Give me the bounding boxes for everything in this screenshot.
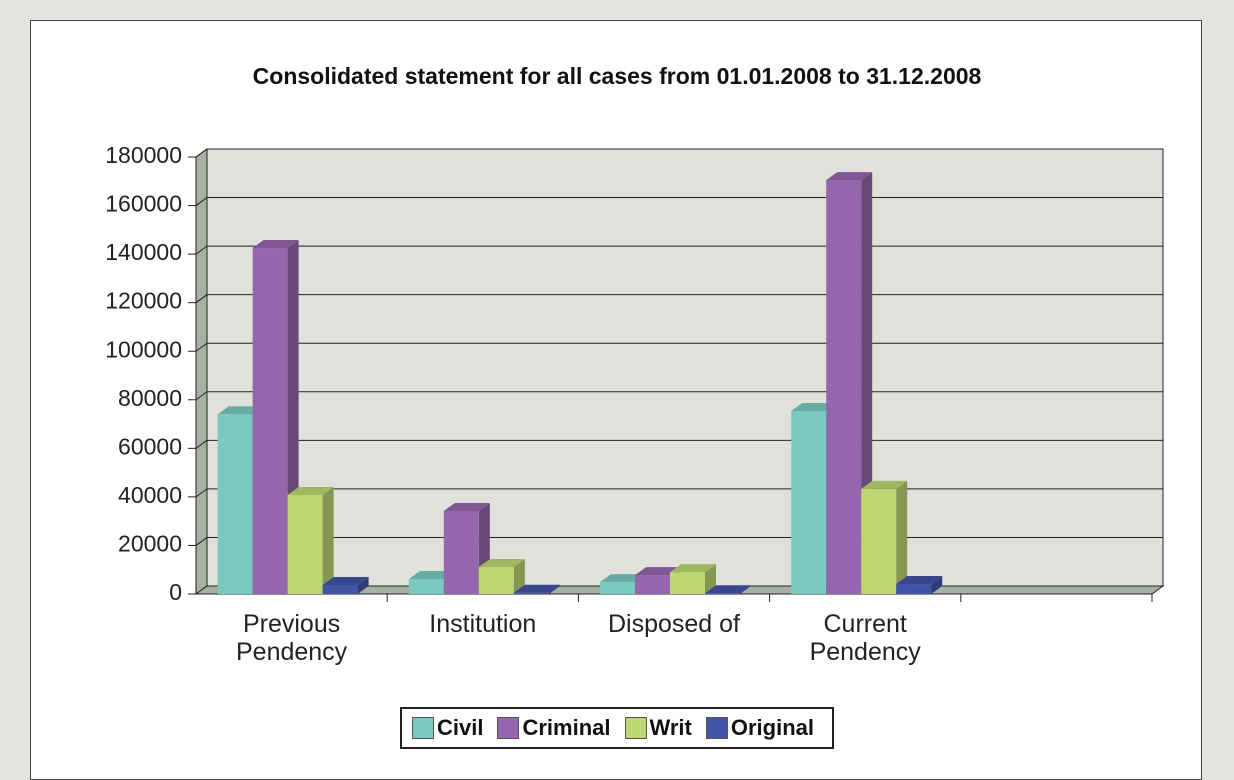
- bar-top: [670, 564, 716, 573]
- bar: [322, 585, 358, 594]
- bar-top: [287, 486, 334, 495]
- bar-top: [861, 480, 908, 489]
- y-tick-label: 40000: [118, 482, 182, 508]
- bar-side: [322, 486, 334, 594]
- bar-top: [443, 502, 490, 511]
- bar-top: [478, 559, 525, 568]
- bar: [287, 494, 323, 594]
- bar: [826, 180, 862, 594]
- bar-side: [740, 585, 751, 594]
- y-tick-label: 160000: [105, 191, 182, 217]
- bar-top: [322, 577, 369, 586]
- bar-top: [705, 585, 751, 594]
- y-tick-label: 80000: [118, 385, 182, 411]
- legend-swatch: [497, 717, 520, 739]
- x-tick-label: Previous Pendency: [235, 610, 348, 666]
- grid-line: [195, 342, 208, 352]
- bar: [217, 414, 253, 594]
- bar-side: [705, 564, 716, 594]
- legend-swatch: [624, 717, 647, 739]
- grid-line: [195, 197, 208, 206]
- legend-label: Criminal: [522, 715, 611, 740]
- legend-item: Civil: [412, 715, 483, 741]
- y-tick-label: 100000: [105, 336, 182, 362]
- y-tick-label: 140000: [105, 239, 182, 265]
- bar: [408, 578, 444, 594]
- grid-line: [195, 245, 208, 255]
- bar-side: [548, 584, 560, 594]
- legend-label: Writ: [649, 715, 692, 740]
- legend-item: Criminal: [497, 715, 611, 741]
- grid-line: [195, 488, 208, 498]
- y-tick-label: 180000: [105, 142, 182, 168]
- legend-item: Writ: [624, 715, 692, 741]
- bar-side: [896, 480, 908, 594]
- grid-line: [195, 537, 208, 546]
- bar-side: [513, 559, 525, 594]
- bar-top: [600, 574, 646, 583]
- grid-line: [195, 294, 208, 304]
- bar-top: [791, 402, 838, 411]
- legend: Civil Criminal Writ Original: [400, 707, 834, 749]
- bar: [635, 575, 670, 594]
- bar: [896, 584, 932, 594]
- bar: [791, 410, 827, 594]
- y-tick-label: 20000: [118, 531, 182, 557]
- bar: [478, 567, 514, 594]
- y-tick-label: 60000: [118, 433, 182, 459]
- legend-swatch: [412, 717, 434, 739]
- legend-label: Original: [730, 715, 814, 740]
- bar: [705, 593, 740, 594]
- x-tick-label: Institution: [429, 610, 537, 638]
- side-wall: [195, 148, 208, 595]
- chart-title: Consolidated statement for all cases fro…: [253, 63, 982, 89]
- bar: [600, 582, 635, 594]
- bar: [670, 572, 705, 594]
- bar-top: [513, 584, 560, 593]
- bar: [443, 510, 479, 594]
- bar-side: [931, 576, 943, 594]
- legend-swatch: [705, 717, 728, 739]
- y-tick-label: 0: [169, 579, 182, 605]
- bar: [252, 248, 288, 594]
- back-wall: [206, 148, 1164, 587]
- y-tick-label: 120000: [105, 288, 182, 314]
- bar-top: [217, 406, 264, 415]
- legend-item: Original: [705, 715, 814, 741]
- bar-top: [896, 576, 943, 585]
- bar: [861, 488, 897, 594]
- bar-top: [635, 567, 681, 576]
- bar-top: [408, 570, 455, 579]
- x-tick-label: Current Pendency: [809, 610, 921, 666]
- bar-top: [252, 240, 299, 249]
- grid-line: [195, 439, 208, 449]
- bar-top: [826, 172, 873, 181]
- bar: [513, 592, 549, 594]
- bar-side: [357, 577, 369, 594]
- legend-label: Civil: [437, 715, 484, 740]
- grid-line: [195, 391, 208, 401]
- grid-line: [195, 148, 208, 158]
- x-tick-label: Disposed of: [607, 610, 741, 638]
